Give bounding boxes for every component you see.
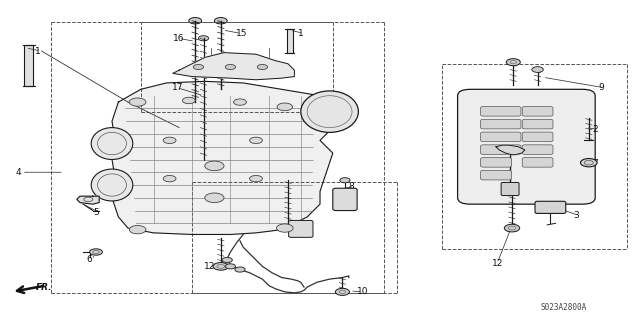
Circle shape bbox=[214, 18, 227, 24]
Circle shape bbox=[129, 98, 146, 106]
Circle shape bbox=[277, 103, 292, 111]
Text: 9: 9 bbox=[598, 83, 604, 92]
Circle shape bbox=[193, 64, 204, 70]
FancyBboxPatch shape bbox=[289, 220, 313, 237]
Circle shape bbox=[225, 64, 236, 70]
FancyBboxPatch shape bbox=[333, 188, 357, 211]
Circle shape bbox=[225, 264, 236, 269]
Bar bbox=[24, 45, 33, 86]
Circle shape bbox=[163, 137, 176, 144]
Ellipse shape bbox=[92, 169, 133, 201]
Text: 3: 3 bbox=[573, 211, 579, 220]
Circle shape bbox=[340, 178, 350, 183]
Text: 2: 2 bbox=[592, 125, 598, 134]
Circle shape bbox=[205, 193, 224, 203]
Circle shape bbox=[205, 161, 224, 171]
FancyBboxPatch shape bbox=[481, 170, 511, 180]
Text: 10: 10 bbox=[357, 287, 369, 296]
Circle shape bbox=[198, 36, 209, 41]
Circle shape bbox=[250, 175, 262, 182]
Circle shape bbox=[276, 224, 293, 232]
FancyBboxPatch shape bbox=[522, 107, 553, 116]
Text: 1: 1 bbox=[35, 47, 41, 56]
Circle shape bbox=[506, 59, 520, 66]
Text: 15: 15 bbox=[236, 29, 247, 38]
FancyBboxPatch shape bbox=[481, 107, 521, 116]
FancyBboxPatch shape bbox=[522, 145, 553, 154]
FancyBboxPatch shape bbox=[481, 158, 511, 167]
Ellipse shape bbox=[301, 91, 358, 132]
FancyBboxPatch shape bbox=[535, 201, 566, 213]
Text: 1: 1 bbox=[298, 29, 303, 38]
Circle shape bbox=[182, 97, 195, 104]
FancyBboxPatch shape bbox=[481, 119, 521, 129]
Circle shape bbox=[580, 159, 597, 167]
Polygon shape bbox=[496, 145, 525, 155]
Text: 11: 11 bbox=[291, 224, 303, 233]
FancyBboxPatch shape bbox=[522, 158, 553, 167]
Text: FR.: FR. bbox=[36, 283, 52, 292]
Text: S023A2800A: S023A2800A bbox=[540, 303, 586, 312]
Circle shape bbox=[257, 64, 268, 70]
Circle shape bbox=[163, 175, 176, 182]
Circle shape bbox=[234, 99, 246, 105]
Text: 5: 5 bbox=[93, 208, 99, 217]
Bar bbox=[287, 29, 293, 53]
Circle shape bbox=[235, 267, 245, 272]
Ellipse shape bbox=[92, 128, 133, 160]
Circle shape bbox=[222, 257, 232, 263]
Circle shape bbox=[189, 18, 202, 24]
Circle shape bbox=[90, 249, 102, 255]
Text: 6: 6 bbox=[86, 256, 92, 264]
FancyBboxPatch shape bbox=[522, 119, 553, 129]
Circle shape bbox=[213, 263, 228, 270]
Text: 16: 16 bbox=[173, 34, 184, 43]
FancyBboxPatch shape bbox=[501, 182, 519, 196]
Polygon shape bbox=[173, 53, 294, 80]
Text: 8: 8 bbox=[349, 182, 355, 191]
Circle shape bbox=[504, 224, 520, 232]
FancyBboxPatch shape bbox=[481, 132, 521, 142]
Text: 12: 12 bbox=[204, 262, 215, 271]
Circle shape bbox=[129, 226, 146, 234]
FancyBboxPatch shape bbox=[522, 132, 553, 142]
Circle shape bbox=[335, 288, 349, 295]
Text: 7: 7 bbox=[592, 159, 598, 168]
Polygon shape bbox=[112, 81, 333, 234]
Text: 12: 12 bbox=[492, 259, 503, 268]
FancyBboxPatch shape bbox=[458, 89, 595, 204]
Circle shape bbox=[532, 67, 543, 72]
Text: 17: 17 bbox=[172, 83, 183, 92]
FancyBboxPatch shape bbox=[481, 145, 521, 154]
Circle shape bbox=[250, 137, 262, 144]
Text: 4: 4 bbox=[16, 168, 22, 177]
Polygon shape bbox=[77, 196, 99, 204]
